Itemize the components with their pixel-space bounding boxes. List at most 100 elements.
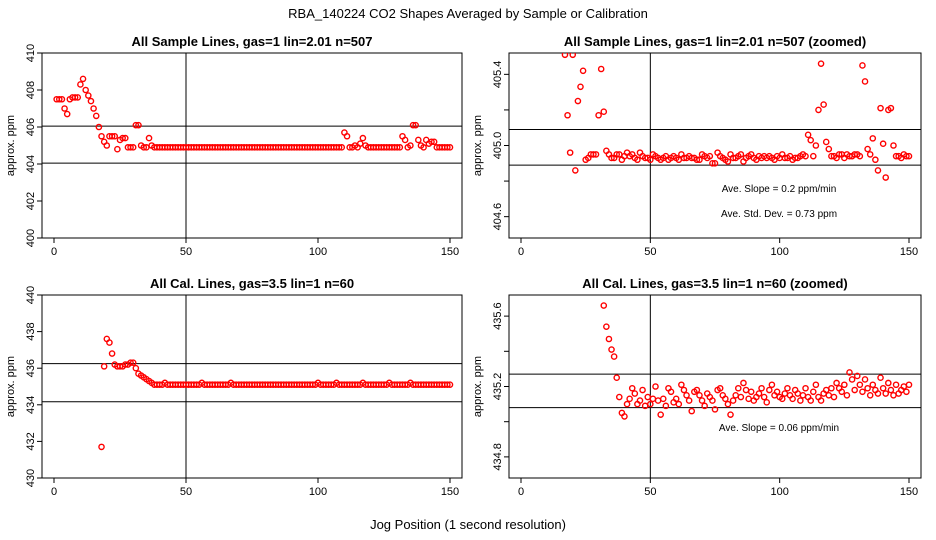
- data-point: [797, 397, 804, 404]
- data-point: [747, 388, 755, 396]
- y-tick-label: 434.8: [492, 443, 504, 471]
- plot-frame: [508, 52, 922, 239]
- data-point: [412, 121, 419, 129]
- x-tick-label: 150: [900, 246, 918, 258]
- data-point: [773, 388, 781, 396]
- data-point: [446, 144, 454, 151]
- data-point: [114, 145, 121, 153]
- data-series: [600, 302, 913, 420]
- x-tick-label: 150: [441, 246, 459, 258]
- y-tick-label: 432: [25, 432, 37, 450]
- data-point: [639, 386, 646, 394]
- data-point: [874, 390, 882, 397]
- data-point: [716, 384, 724, 392]
- data-point: [869, 381, 877, 389]
- data-series: [561, 53, 913, 181]
- data-point: [848, 376, 856, 383]
- data-point: [709, 159, 716, 167]
- data-point: [864, 384, 871, 392]
- data-point: [603, 323, 610, 330]
- data-point: [815, 106, 822, 114]
- data-point: [444, 381, 451, 388]
- y-tick-label: 438: [25, 322, 37, 340]
- chart-panel-2: All Sample Lines, gas=1 lin=2.01 n=507 (…: [472, 34, 922, 258]
- data-point: [675, 400, 683, 408]
- data-point: [55, 95, 63, 103]
- data-point: [613, 374, 621, 382]
- data-point: [662, 402, 670, 410]
- data-point: [100, 363, 108, 370]
- data-point: [672, 395, 680, 403]
- data-point: [600, 302, 608, 309]
- data-point: [590, 151, 597, 158]
- data-point: [623, 400, 631, 408]
- data-point: [838, 388, 846, 396]
- data-point: [106, 339, 113, 346]
- x-axis-label: Jog Position (1 second resolution): [370, 517, 566, 532]
- x-tick-label: 50: [180, 246, 192, 258]
- data-point: [809, 152, 817, 160]
- data-point: [132, 121, 140, 129]
- data-point: [887, 104, 895, 112]
- data-point: [409, 121, 417, 129]
- y-tick-label: 430: [25, 469, 37, 487]
- plot-frame: [508, 294, 922, 479]
- y-tick-label: 408: [25, 81, 37, 99]
- y-tick-label: 404.6: [492, 203, 504, 231]
- data-point: [846, 369, 853, 376]
- panel-title: All Cal. Lines, gas=3.5 lin=1 n=60: [150, 276, 354, 291]
- data-series: [53, 75, 454, 153]
- y-tick-label: 440: [25, 286, 37, 304]
- data-point: [634, 156, 641, 164]
- data-point: [127, 144, 134, 151]
- data-point: [79, 75, 87, 83]
- data-point: [822, 138, 830, 146]
- data-point: [706, 152, 714, 160]
- data-point: [890, 142, 897, 149]
- data-point: [740, 379, 747, 387]
- data-point: [77, 81, 84, 88]
- data-point: [129, 359, 137, 367]
- data-point: [784, 384, 791, 392]
- y-tick-label: 410: [25, 44, 37, 62]
- data-point: [885, 379, 892, 387]
- y-tick-label: 400: [25, 229, 37, 247]
- data-point: [799, 391, 807, 399]
- data-point: [825, 145, 833, 153]
- data-point: [887, 386, 895, 394]
- data-point: [592, 151, 600, 158]
- data-point: [579, 67, 587, 75]
- data-point: [343, 132, 351, 140]
- data-point: [85, 92, 92, 99]
- data-point: [396, 144, 404, 151]
- x-tick-label: 100: [770, 246, 788, 258]
- data-point: [82, 86, 89, 94]
- data-point: [657, 411, 664, 418]
- data-point: [688, 407, 696, 415]
- annotation-text: Ave. Slope = 0.06 ppm/min: [719, 423, 839, 434]
- data-point: [817, 60, 825, 67]
- data-point: [879, 384, 887, 392]
- data-point: [631, 390, 639, 397]
- data-point: [905, 381, 913, 389]
- data-point: [830, 393, 838, 401]
- reference-lines: [509, 295, 921, 478]
- data-point: [732, 391, 739, 399]
- data-point: [698, 397, 706, 404]
- data-point: [569, 53, 577, 59]
- data-point: [693, 386, 701, 394]
- data-point: [444, 144, 451, 151]
- data-point: [636, 397, 644, 404]
- data-point: [729, 397, 737, 404]
- data-point: [763, 399, 771, 406]
- data-point: [649, 395, 657, 403]
- data-point: [338, 144, 346, 151]
- data-point: [859, 388, 866, 396]
- data-point: [61, 105, 68, 112]
- data-point: [92, 112, 100, 120]
- data-point: [652, 383, 659, 390]
- data-point: [127, 359, 134, 367]
- data-point: [804, 131, 812, 139]
- x-tick-label: 0: [518, 246, 524, 258]
- data-point: [595, 111, 602, 119]
